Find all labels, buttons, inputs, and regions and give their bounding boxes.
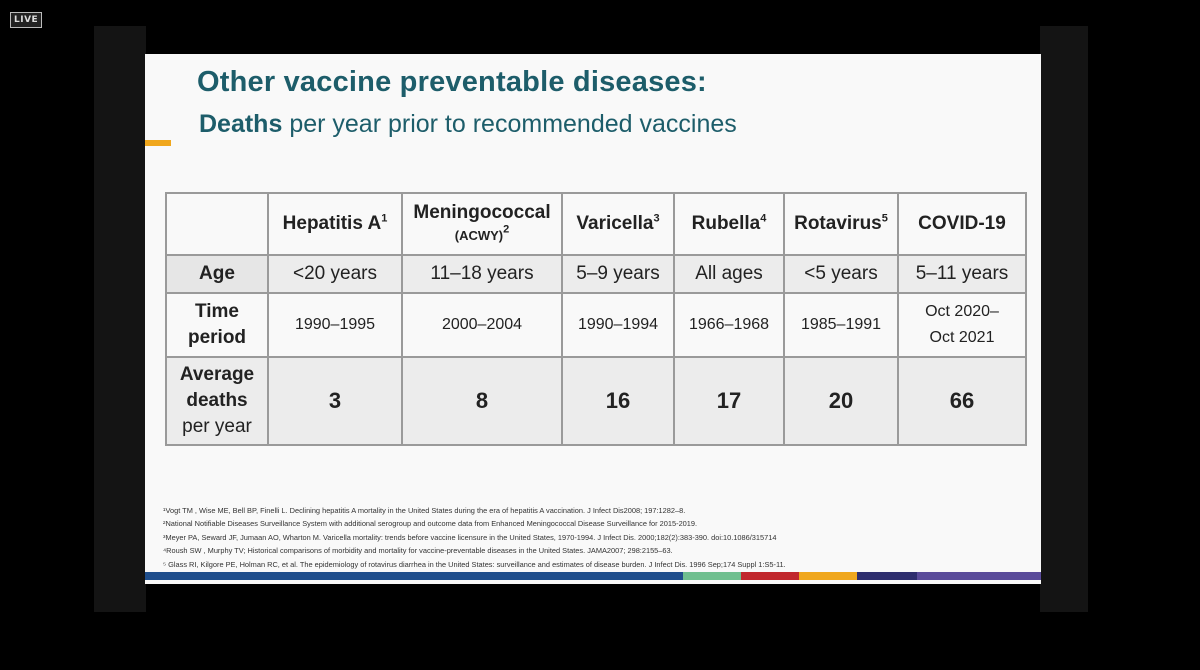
deaths-cell: 17	[673, 356, 785, 446]
presentation-slide: Other vaccine preventable diseases: Deat…	[145, 54, 1041, 584]
video-side-panel-left	[94, 26, 146, 612]
vaccine-deaths-table: Hepatitis A1 Meningococcal (ACWY)2 Varice…	[165, 192, 1027, 446]
header-sup: 4	[760, 212, 767, 225]
deaths-cell: 16	[561, 356, 675, 446]
row-label-average-deaths: Average deaths per year	[165, 356, 269, 446]
footnote: ¹Vogt TM , Wise ME, Bell BP, Finelli L. …	[163, 506, 686, 515]
video-side-panel-right	[1040, 26, 1088, 612]
header-hepatitis-a: Hepatitis A1	[267, 192, 403, 256]
header-label: Hepatitis A	[282, 213, 382, 234]
stripe-segment	[741, 572, 799, 580]
header-sup: 1	[381, 212, 388, 225]
header-label: COVID-19	[918, 213, 1006, 234]
stripe-segment	[917, 572, 1041, 580]
header-sup: 2	[503, 223, 510, 236]
footnote: ³Meyer PA, Seward JF, Jumaan AO, Wharton…	[163, 532, 777, 542]
header-rotavirus: Rotavirus5	[783, 192, 899, 256]
time-period-cell: Oct 2020– Oct 2021	[897, 292, 1027, 358]
footnote: ²National Notifiable Diseases Surveillan…	[163, 519, 698, 529]
deaths-cell: 8	[401, 356, 563, 446]
time-period-cell: 1990–1994	[561, 292, 675, 358]
footnote: ⁴Roush SW , Murphy TV; Historical compar…	[163, 546, 673, 556]
time-period-cell: 1985–1991	[783, 292, 899, 358]
stripe-segment	[857, 572, 917, 580]
header-label: Meningococcal	[413, 201, 551, 223]
header-label: Rotavirus	[794, 213, 882, 234]
stripe-segment	[799, 572, 857, 580]
time-period-cell: 2000–2004	[401, 292, 563, 358]
table-header-row: Hepatitis A1 Meningococcal (ACWY)2 Varice…	[165, 192, 1027, 256]
footnote: ⁵ Glass RI, Kilgore PE, Holman RC, et al…	[163, 559, 786, 569]
table-row-average-deaths: Average deaths per year 3 8 16 17 20 66	[165, 356, 1027, 446]
time-period-cell: 1966–1968	[673, 292, 785, 358]
age-cell: <20 years	[267, 254, 403, 294]
header-sublabel: (ACWY)	[454, 227, 504, 243]
accent-bar	[145, 140, 171, 146]
row-label-line: Average	[179, 364, 255, 385]
age-cell: <5 years	[783, 254, 899, 294]
table-row-time-period: Time period 1990–1995 2000–2004 1990–1994…	[165, 292, 1027, 358]
stripe-segment	[145, 572, 683, 580]
row-label-age: Age	[165, 254, 269, 294]
slide-title: Other vaccine preventable diseases:	[197, 66, 707, 98]
table-corner-cell	[165, 192, 269, 256]
time-period-line: Oct 2021	[929, 329, 995, 346]
stripe-segment	[683, 572, 741, 580]
deaths-cell: 20	[783, 356, 899, 446]
slide-subtitle: Deaths per year prior to recommended vac…	[199, 110, 737, 139]
row-label-time-period: Time period	[165, 292, 269, 358]
header-sup: 5	[881, 212, 888, 225]
row-label-line: period	[187, 327, 247, 348]
subtitle-rest: per year prior to recommended vaccines	[282, 110, 737, 138]
table-row-age: Age <20 years 11–18 years 5–9 years All …	[165, 254, 1027, 294]
references-footnotes: ¹Vogt TM , Wise ME, Bell BP, Finelli L. …	[163, 504, 1033, 571]
time-period-cell: 1990–1995	[267, 292, 403, 358]
deaths-cell: 66	[897, 356, 1027, 446]
row-label-line: deaths	[186, 390, 248, 411]
header-sup: 3	[653, 212, 660, 225]
age-cell: 5–11 years	[897, 254, 1027, 294]
time-period-line: Oct 2020–	[925, 303, 999, 320]
deaths-cell: 3	[267, 356, 403, 446]
age-cell: 11–18 years	[401, 254, 563, 294]
header-label: Varicella	[576, 213, 654, 234]
header-rubella: Rubella4	[673, 192, 785, 256]
row-label-line: Time	[194, 301, 239, 322]
header-label: Rubella	[691, 213, 761, 234]
live-badge: LIVE	[10, 12, 43, 28]
age-cell: 5–9 years	[561, 254, 675, 294]
header-meningococcal: Meningococcal (ACWY)2	[401, 192, 563, 256]
row-label-line: per year	[182, 416, 252, 437]
color-stripe-bar	[145, 572, 1041, 580]
header-varicella: Varicella3	[561, 192, 675, 256]
header-covid-19: COVID-19	[897, 192, 1027, 256]
age-cell: All ages	[673, 254, 785, 294]
subtitle-emphasis: Deaths	[199, 110, 283, 138]
